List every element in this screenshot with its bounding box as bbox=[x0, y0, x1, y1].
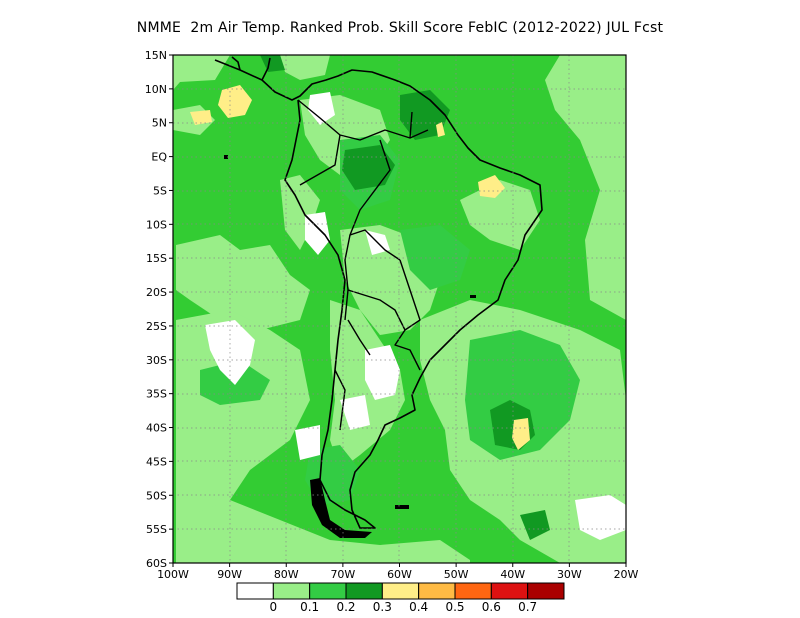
lat-tick-label: 15S bbox=[146, 252, 167, 265]
colorbar-swatch bbox=[418, 582, 456, 600]
longitude-axis: 100W 90W 80W 70W 60W 50W 40W 30W 20W bbox=[157, 563, 639, 581]
lat-tick-label: 25S bbox=[146, 320, 167, 333]
lat-tick-label: 45S bbox=[146, 455, 167, 468]
skill-region-yellow bbox=[190, 85, 530, 450]
south-america-coastline bbox=[214, 56, 543, 529]
lat-tick-label: 60S bbox=[146, 557, 167, 570]
colorbar-label: 0.7 bbox=[518, 600, 537, 614]
colorbar-swatch bbox=[236, 582, 274, 600]
colorbar-swatch bbox=[527, 582, 565, 600]
lat-tick-label: 5S bbox=[153, 184, 167, 197]
colorbar-swatch bbox=[309, 582, 347, 600]
lon-tick-label: 80W bbox=[274, 568, 299, 581]
colorbar-swatch bbox=[454, 582, 492, 600]
lon-tick-label: 40W bbox=[500, 568, 525, 581]
lat-tick-label: 30S bbox=[146, 354, 167, 367]
lat-tick-label: 40S bbox=[146, 422, 167, 435]
colorbar-swatch bbox=[272, 582, 311, 600]
lat-tick-label: 15N bbox=[145, 49, 167, 62]
colorbar-label: 0.3 bbox=[373, 600, 392, 614]
lat-tick-label: 50S bbox=[146, 489, 167, 502]
colorbar-label: 0.5 bbox=[445, 600, 464, 614]
colorbar-label: 0.2 bbox=[336, 600, 355, 614]
lon-tick-label: 20W bbox=[614, 568, 639, 581]
colorbar-label: 0.6 bbox=[482, 600, 501, 614]
lat-tick-label: 55S bbox=[146, 523, 167, 536]
lon-tick-label: 70W bbox=[330, 568, 355, 581]
latitude-axis: 15N 10N 5N EQ 5S 10S 15S 20S 25S 30S 35S 40S 45S 50S 5… bbox=[145, 49, 173, 570]
colorbar-swatch bbox=[345, 582, 383, 600]
lat-tick-label: EQ bbox=[151, 151, 167, 164]
lat-tick-label: 10N bbox=[145, 83, 167, 96]
map-plot-area bbox=[173, 55, 626, 563]
lon-tick-label: 90W bbox=[217, 568, 242, 581]
colorbar-label: 0.4 bbox=[409, 600, 428, 614]
map-grid bbox=[173, 55, 626, 563]
lat-tick-label: 20S bbox=[146, 286, 167, 299]
colorbar: 0 0.1 0.2 0.3 0.4 0.5 0.6 0.7 bbox=[236, 582, 565, 614]
lon-tick-label: 100W bbox=[157, 568, 189, 581]
lat-tick-label: 10S bbox=[146, 218, 167, 231]
lon-tick-label: 60W bbox=[387, 568, 412, 581]
country-borders bbox=[297, 99, 429, 431]
colorbar-swatch bbox=[490, 582, 529, 600]
lat-tick-label: 5N bbox=[152, 117, 167, 130]
map-title: NMME 2m Air Temp. Ranked Prob. Skill Sco… bbox=[136, 20, 664, 36]
colorbar-swatch bbox=[381, 582, 420, 600]
lat-tick-label: 35S bbox=[146, 388, 167, 401]
islands bbox=[224, 155, 476, 538]
lon-tick-label: 30W bbox=[557, 568, 582, 581]
colorbar-label: 0.1 bbox=[300, 600, 319, 614]
colorbar-label: 0 bbox=[270, 600, 278, 614]
lon-tick-label: 50W bbox=[444, 568, 469, 581]
